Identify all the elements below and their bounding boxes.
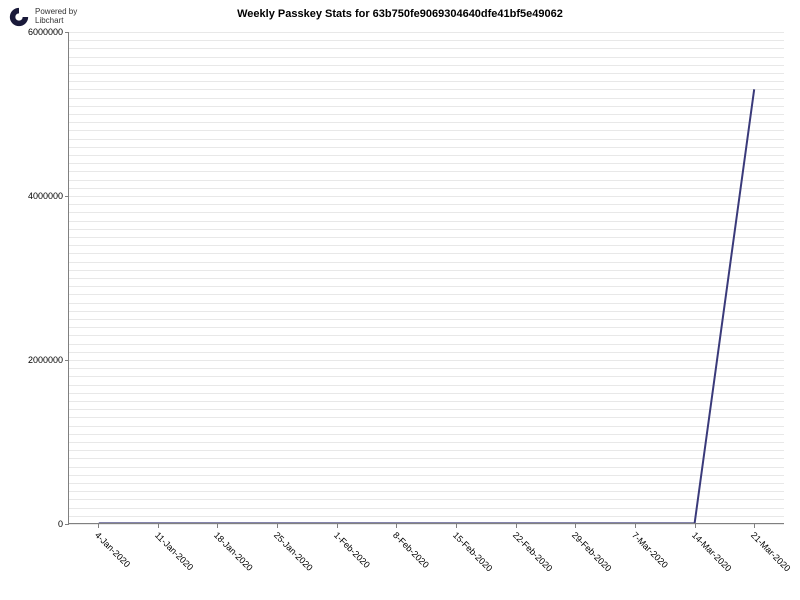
- grid-lines: [69, 32, 784, 523]
- y-tick-label: 4000000: [28, 191, 63, 201]
- y-tick-label: 0: [58, 519, 63, 529]
- logo-area: Powered by Libchart: [8, 6, 77, 28]
- x-tick-label: 25-Jan-2020: [272, 530, 315, 573]
- x-tick-label: 21-Mar-2020: [749, 530, 793, 574]
- x-tick-label: 8-Feb-2020: [391, 530, 431, 570]
- chart-plot-area: 0200000040000006000000: [68, 32, 784, 524]
- y-tick-label: 6000000: [28, 27, 63, 37]
- y-tick-label: 2000000: [28, 355, 63, 365]
- x-tick-label: 14-Mar-2020: [689, 530, 733, 574]
- x-tick-label: 15-Feb-2020: [451, 530, 495, 574]
- x-tick-label: 1-Feb-2020: [331, 530, 371, 570]
- x-tick-label: 22-Feb-2020: [510, 530, 554, 574]
- chart-title: Weekly Passkey Stats for 63b750fe9069304…: [237, 8, 563, 20]
- x-tick-label: 29-Feb-2020: [570, 530, 614, 574]
- x-tick-label: 4-Jan-2020: [93, 530, 132, 569]
- libchart-logo-icon: [8, 6, 30, 28]
- x-tick-label: 18-Jan-2020: [212, 530, 255, 573]
- logo-text: Powered by Libchart: [35, 8, 77, 26]
- brand-label: Libchart: [35, 17, 77, 26]
- x-tick-label: 11-Jan-2020: [152, 530, 194, 572]
- x-tick-label: 7-Mar-2020: [630, 530, 670, 570]
